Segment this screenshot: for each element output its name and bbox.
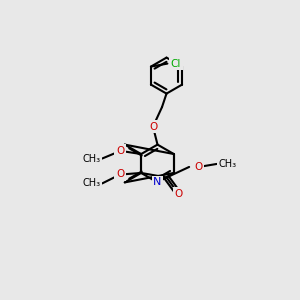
Text: O: O [116, 169, 124, 179]
Text: O: O [195, 162, 203, 172]
Text: O: O [175, 189, 183, 199]
Text: N: N [153, 177, 162, 188]
Text: O: O [116, 146, 124, 156]
Text: CH₃: CH₃ [82, 178, 100, 188]
Text: O: O [149, 122, 157, 132]
Text: Cl: Cl [171, 58, 181, 69]
Text: CH₃: CH₃ [82, 154, 100, 164]
Text: CH₃: CH₃ [218, 159, 236, 169]
